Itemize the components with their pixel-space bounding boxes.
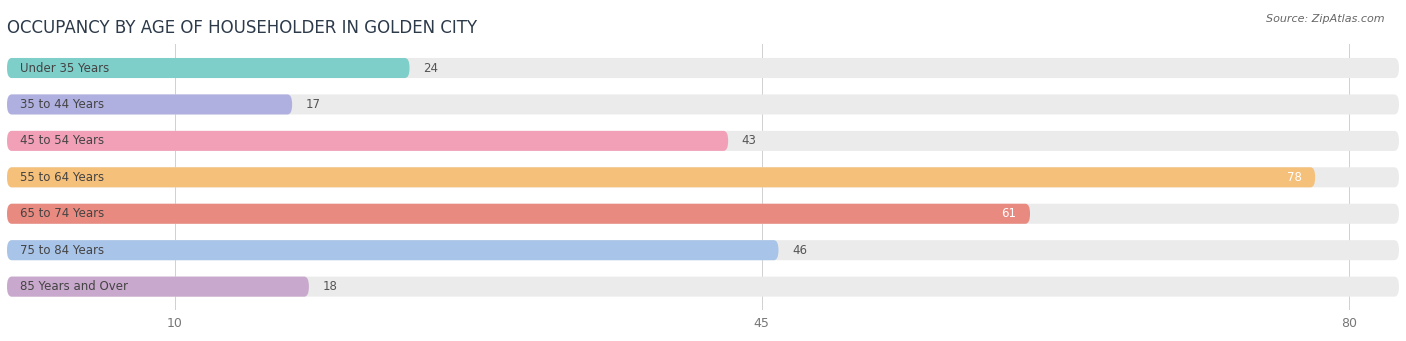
FancyBboxPatch shape [7, 240, 779, 260]
FancyBboxPatch shape [7, 204, 1031, 224]
FancyBboxPatch shape [7, 204, 1399, 224]
FancyBboxPatch shape [7, 240, 1399, 260]
Text: 75 to 84 Years: 75 to 84 Years [21, 244, 104, 257]
Text: 17: 17 [305, 98, 321, 111]
Text: 46: 46 [792, 244, 807, 257]
Text: 78: 78 [1286, 171, 1302, 184]
Text: 24: 24 [423, 61, 437, 75]
Text: Under 35 Years: Under 35 Years [21, 61, 110, 75]
FancyBboxPatch shape [7, 131, 728, 151]
Text: Source: ZipAtlas.com: Source: ZipAtlas.com [1267, 14, 1385, 24]
Text: 65 to 74 Years: 65 to 74 Years [21, 207, 104, 220]
Text: 55 to 64 Years: 55 to 64 Years [21, 171, 104, 184]
Text: 18: 18 [322, 280, 337, 293]
Text: 45 to 54 Years: 45 to 54 Years [21, 134, 104, 147]
FancyBboxPatch shape [7, 277, 1399, 297]
Text: 85 Years and Over: 85 Years and Over [21, 280, 128, 293]
FancyBboxPatch shape [7, 58, 409, 78]
FancyBboxPatch shape [7, 131, 1399, 151]
Text: 43: 43 [741, 134, 756, 147]
FancyBboxPatch shape [7, 94, 1399, 115]
FancyBboxPatch shape [7, 167, 1399, 187]
Text: 35 to 44 Years: 35 to 44 Years [21, 98, 104, 111]
Text: 61: 61 [1001, 207, 1017, 220]
FancyBboxPatch shape [7, 94, 292, 115]
FancyBboxPatch shape [7, 277, 309, 297]
Text: OCCUPANCY BY AGE OF HOUSEHOLDER IN GOLDEN CITY: OCCUPANCY BY AGE OF HOUSEHOLDER IN GOLDE… [7, 19, 477, 37]
FancyBboxPatch shape [7, 58, 1399, 78]
FancyBboxPatch shape [7, 167, 1315, 187]
